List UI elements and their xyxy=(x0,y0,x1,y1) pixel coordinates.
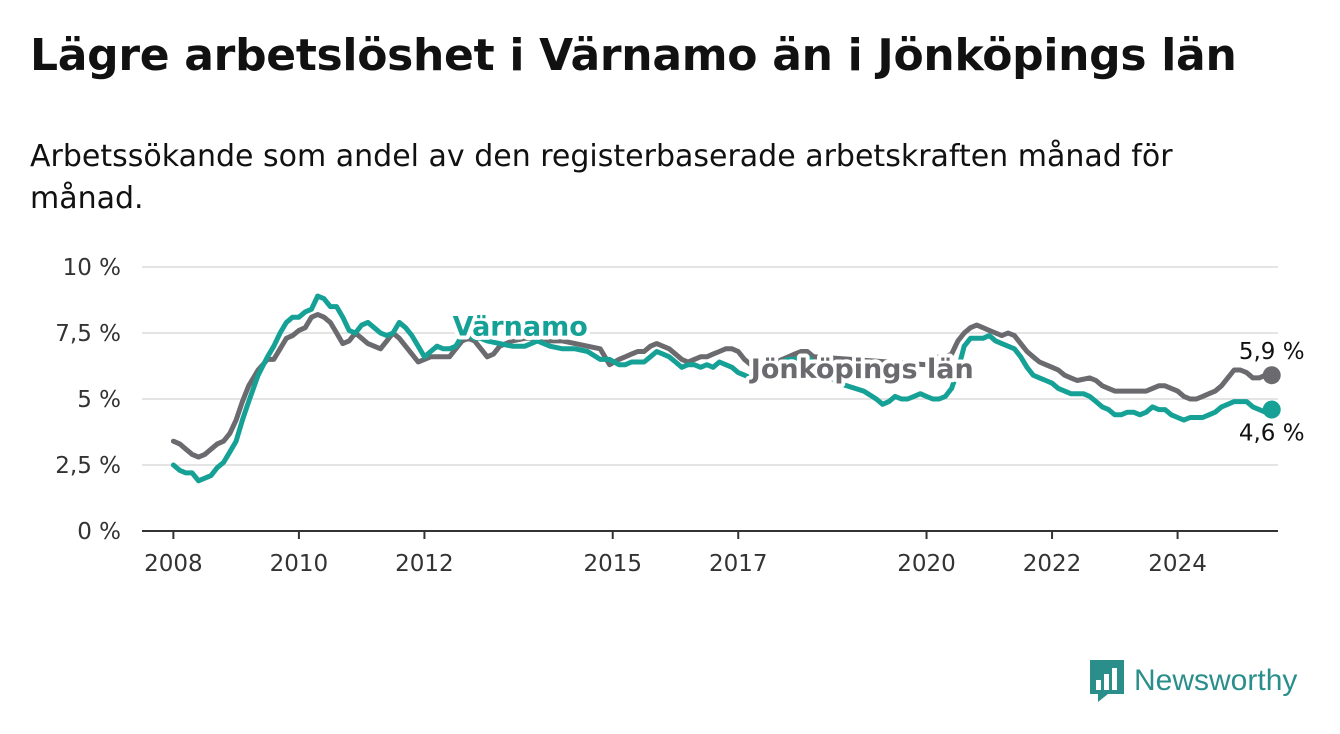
x-tick-label: 2008 xyxy=(144,551,203,577)
newsworthy-logo[interactable]: Newsworthy xyxy=(1090,660,1297,702)
grid-lines xyxy=(142,266,1278,466)
newsworthy-logo-icon xyxy=(1090,660,1124,702)
end-value-label: 5,9 % xyxy=(1239,339,1305,365)
x-tick-label: 2010 xyxy=(270,551,329,577)
y-tick-label: 0 % xyxy=(77,519,121,545)
x-tick-label: 2015 xyxy=(583,551,642,577)
y-tick-label: 7,5 % xyxy=(55,321,121,347)
end-point xyxy=(1262,366,1281,385)
series-name-label: Jönköpings län xyxy=(749,354,974,385)
x-tick-label: 2022 xyxy=(1023,551,1082,577)
y-tick-label: 5 % xyxy=(77,387,121,413)
y-tick-label: 2,5 % xyxy=(55,453,121,479)
end-point xyxy=(1262,400,1281,419)
x-axis: 2008 2010 2012 2015 2017 2020 2022 2024 xyxy=(142,530,1278,577)
series-lines xyxy=(170,293,1281,484)
x-tick-label: 2017 xyxy=(709,551,768,577)
series-line-v-rnamo xyxy=(170,293,1275,484)
y-axis-ticks: 0 % 2,5 % 5 % 7,5 % 10 % xyxy=(55,255,121,545)
series-name-label: Värnamo xyxy=(453,312,588,343)
x-tick-label: 2024 xyxy=(1148,551,1207,577)
chart-subtitle: Arbetssökande som andel av den registerb… xyxy=(30,139,1173,216)
series-line-j-nk-pings-l-n xyxy=(170,312,1275,460)
series-labels: Jönköpings län Värnamo 5,9 % 4,6 % xyxy=(449,308,1305,447)
x-tick-label: 2012 xyxy=(395,551,454,577)
y-tick-label: 10 % xyxy=(63,255,121,281)
end-value-label: 4,6 % xyxy=(1239,421,1305,447)
logo-text: Newsworthy xyxy=(1134,664,1298,697)
chart-title: Lägre arbetslöshet i Värnamo än i Jönköp… xyxy=(30,30,1237,81)
x-tick-label: 2020 xyxy=(897,551,956,577)
